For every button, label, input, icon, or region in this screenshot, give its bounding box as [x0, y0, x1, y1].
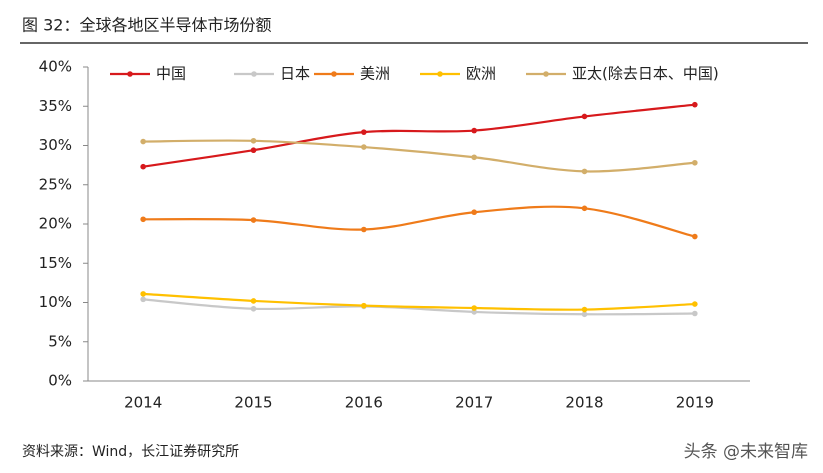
y-tick-label: 10%: [39, 293, 72, 311]
point: [140, 163, 146, 170]
legend-marker: [331, 71, 337, 77]
point: [140, 216, 146, 223]
point: [471, 309, 477, 315]
point: [140, 291, 146, 297]
point: [471, 209, 477, 216]
x-tick-label: 2018: [565, 394, 603, 412]
point: [692, 310, 698, 317]
x-tick-label: 2019: [676, 394, 714, 412]
y-tick-label: 30%: [39, 136, 72, 154]
y-tick-label: 15%: [39, 254, 72, 272]
legend-label: 欧洲: [466, 65, 496, 83]
point: [361, 226, 367, 233]
point: [250, 137, 257, 144]
point: [471, 127, 477, 134]
point: [250, 298, 257, 304]
legend-label: 美洲: [360, 65, 390, 83]
point: [361, 302, 367, 309]
point: [361, 144, 367, 150]
legend-label: 中国: [156, 65, 186, 83]
point: [250, 305, 257, 312]
x-tick-label: 2017: [455, 394, 493, 412]
point: [692, 159, 698, 166]
series-line: [143, 103, 695, 168]
y-tick-label: 25%: [39, 175, 72, 193]
watermark: 头条 @未来智库: [684, 442, 808, 462]
y-tick-label: 35%: [39, 97, 72, 115]
y-tick-label: 5%: [48, 332, 72, 350]
series-line: [143, 139, 695, 173]
legend-label: 日本: [280, 65, 310, 83]
point: [140, 138, 146, 145]
legend-marker: [127, 71, 133, 77]
point: [581, 113, 588, 120]
x-tick-label: 2014: [124, 394, 162, 412]
y-tick-label: 40%: [39, 58, 72, 76]
point: [140, 296, 146, 303]
point: [361, 129, 367, 135]
legend-marker: [437, 71, 443, 77]
legend-label: 亚太(除去日本、中国): [572, 65, 719, 83]
series-line: [143, 205, 696, 238]
chart-title: 图 32：全球各地区半导体市场份额: [22, 16, 271, 35]
y-tick-label: 0%: [48, 372, 72, 390]
x-tick-label: 2015: [234, 394, 272, 412]
point: [471, 154, 477, 161]
legend-marker: [251, 71, 257, 77]
point: [581, 311, 588, 318]
point: [692, 301, 698, 307]
point: [471, 305, 477, 311]
point: [581, 205, 588, 212]
point: [250, 147, 257, 154]
point: [250, 217, 257, 223]
legend-marker: [543, 71, 549, 77]
series-line: [143, 292, 695, 311]
series-line: [143, 298, 695, 316]
y-tick-label: 20%: [39, 215, 72, 233]
point: [581, 306, 588, 313]
point: [692, 233, 698, 240]
point: [581, 168, 588, 175]
point: [692, 101, 698, 108]
source-note: 资料来源：Wind，长江证券研究所: [22, 444, 239, 460]
x-tick-label: 2016: [345, 394, 383, 412]
